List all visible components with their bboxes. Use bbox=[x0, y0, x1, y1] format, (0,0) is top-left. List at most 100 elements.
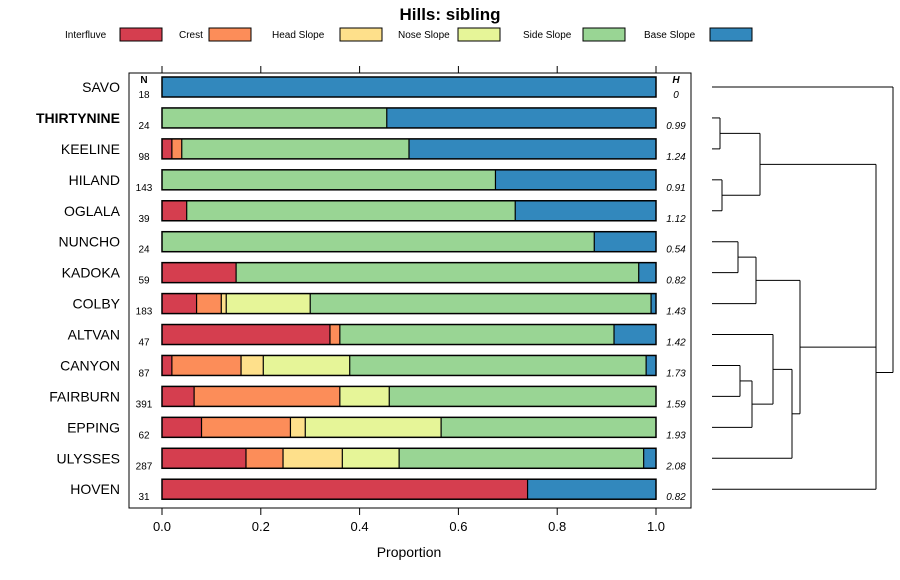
n-value: 87 bbox=[138, 368, 150, 379]
n-value: 59 bbox=[138, 276, 150, 287]
bar-segment bbox=[197, 294, 222, 314]
bar-segment bbox=[389, 386, 656, 406]
bar-segment bbox=[162, 355, 172, 375]
category-label: OGLALA bbox=[64, 203, 121, 219]
x-tick-label: 0.4 bbox=[351, 519, 369, 534]
bar-segment bbox=[441, 417, 656, 437]
h-value: 0.99 bbox=[666, 121, 686, 132]
category-label: EPPING bbox=[67, 419, 120, 435]
bar-segment bbox=[194, 386, 340, 406]
bar-row: FAIRBURN391 1.59 bbox=[49, 386, 686, 410]
bar-segment bbox=[172, 139, 182, 159]
x-tick-label: 0.6 bbox=[449, 519, 467, 534]
x-axis-label: Proportion bbox=[377, 544, 442, 560]
bar-segment bbox=[310, 294, 651, 314]
chart-title: Hills: sibling bbox=[399, 5, 500, 24]
bar-segment bbox=[263, 355, 349, 375]
bar-segment bbox=[162, 479, 528, 499]
n-value: 287 bbox=[136, 461, 153, 472]
legend-swatch bbox=[710, 28, 752, 41]
legend-swatch bbox=[340, 28, 382, 41]
bar-segment bbox=[515, 201, 656, 221]
n-value: 47 bbox=[138, 338, 150, 349]
bar-segment bbox=[342, 448, 399, 468]
bar-segment bbox=[646, 355, 656, 375]
category-label: FAIRBURN bbox=[49, 388, 120, 404]
h-column-header: H bbox=[672, 75, 680, 86]
bar-segment bbox=[246, 448, 283, 468]
bar-segment bbox=[202, 417, 291, 437]
category-label: CANYON bbox=[60, 357, 120, 373]
n-value: 24 bbox=[138, 245, 150, 256]
n-value: 31 bbox=[138, 492, 150, 503]
h-value: 0.82 bbox=[666, 492, 686, 503]
h-value: 1.93 bbox=[666, 430, 686, 441]
legend-swatch bbox=[209, 28, 251, 41]
bar-segment bbox=[241, 355, 263, 375]
x-axis: 0.0 0.2 0.4 0.6 0.8 1.0 bbox=[153, 508, 665, 534]
legend-label: Nose Slope bbox=[398, 30, 450, 41]
n-value: 98 bbox=[138, 152, 150, 163]
n-value: 18 bbox=[138, 90, 150, 101]
legend-label: Interfluve bbox=[65, 30, 107, 41]
bar-segment bbox=[495, 170, 656, 190]
bar-segment bbox=[387, 108, 656, 128]
bar-segment bbox=[162, 139, 172, 159]
bar-segment bbox=[644, 448, 656, 468]
legend-label: Side Slope bbox=[523, 30, 572, 41]
n-value: 183 bbox=[136, 307, 153, 318]
n-value: 62 bbox=[138, 430, 150, 441]
h-value: 1.24 bbox=[666, 152, 686, 163]
h-value: 1.12 bbox=[666, 214, 686, 225]
category-label: NUNCHO bbox=[59, 234, 121, 250]
h-value: 1.73 bbox=[666, 368, 686, 379]
bar-segment bbox=[162, 201, 187, 221]
h-value: 2.08 bbox=[665, 461, 686, 472]
bar-segment bbox=[162, 263, 236, 283]
bar-segment bbox=[399, 448, 644, 468]
category-label: ULYSSES bbox=[56, 450, 120, 466]
n-value: 39 bbox=[138, 214, 150, 225]
bar-segment bbox=[340, 325, 614, 345]
category-label: HOVEN bbox=[70, 481, 120, 497]
bar-row: EPPING 62 1.93 bbox=[67, 417, 686, 441]
bar-segment bbox=[162, 325, 330, 345]
x-tick-label: 0.8 bbox=[548, 519, 566, 534]
legend-label: Head Slope bbox=[272, 30, 325, 41]
legend-swatch bbox=[583, 28, 625, 41]
x-tick-label: 1.0 bbox=[647, 519, 665, 534]
legend: Interfluve Crest Head Slope Nose Slope Side … bbox=[65, 28, 752, 41]
h-value: 0.91 bbox=[666, 183, 685, 194]
n-value: 24 bbox=[138, 121, 150, 132]
h-value: 0.54 bbox=[666, 245, 686, 256]
bar-row: HOVEN 31 0.82 bbox=[70, 479, 686, 503]
bar-segment bbox=[162, 108, 387, 128]
legend-label: Crest bbox=[179, 30, 203, 41]
x-tick-label: 0.2 bbox=[252, 519, 270, 534]
bar-row: ULYSSES 287 2.08 bbox=[56, 448, 686, 472]
bar-row: NUNCHO 24 0.54 bbox=[59, 232, 687, 256]
category-label: KADOKA bbox=[62, 265, 121, 281]
bar-segment bbox=[639, 263, 656, 283]
bar-row: CANYON 87 1.73 bbox=[60, 355, 686, 379]
category-label: THIRTYNINE bbox=[36, 110, 120, 126]
category-label: COLBY bbox=[73, 296, 121, 312]
bar-row: KADOKA 59 0.82 bbox=[62, 263, 687, 287]
h-value: 0.82 bbox=[666, 276, 686, 287]
bar-segment bbox=[162, 170, 495, 190]
bar-rows: SAVO 18 0 THIRTYNINE 24 0.99 KEELINE 98 1.24 HILA… bbox=[36, 77, 686, 503]
legend-swatch bbox=[120, 28, 162, 41]
bar-row: HILAND 143 0.91 bbox=[69, 170, 686, 194]
bar-segment bbox=[162, 294, 197, 314]
bar-segment bbox=[187, 201, 516, 221]
category-label: SAVO bbox=[82, 79, 120, 95]
bar-row: SAVO 18 0 bbox=[82, 77, 679, 101]
bar-segment bbox=[283, 448, 342, 468]
bar-row: OGLALA 39 1.12 bbox=[64, 201, 686, 225]
h-value: 1.42 bbox=[666, 338, 686, 349]
n-value: 391 bbox=[136, 399, 153, 410]
stacked-bar-chart: Hills: sibling Interfluve Crest Head Slope… bbox=[0, 0, 900, 580]
bar-segment bbox=[162, 232, 594, 252]
category-label: HILAND bbox=[69, 172, 120, 188]
bar-segment bbox=[594, 232, 656, 252]
